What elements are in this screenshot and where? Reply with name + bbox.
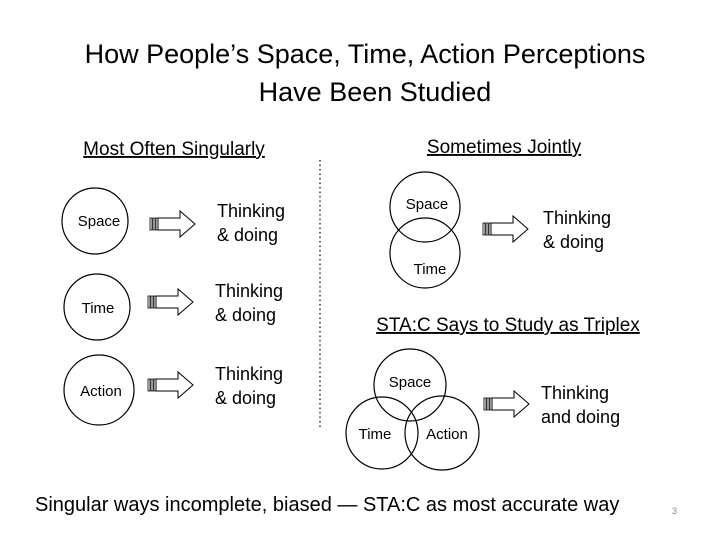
arrow-icon [149, 210, 196, 238]
space-circle [389, 171, 461, 243]
circle-label: Time [359, 426, 392, 443]
output-text: Thinking [217, 201, 285, 221]
output-text: & doing [217, 225, 278, 245]
joint-header: Sometimes Jointly [427, 137, 582, 158]
space-circle [61, 187, 129, 255]
output-text: Thinking [541, 383, 609, 403]
time-circle [345, 396, 419, 470]
output-text: & doing [215, 305, 276, 325]
output-text: Thinking [543, 208, 611, 228]
page-number: 3 [672, 506, 677, 516]
output-text: Thinking [215, 281, 283, 301]
circle-label: Space [406, 196, 449, 213]
action-circle [63, 354, 135, 426]
output-text: & doing [543, 232, 604, 252]
circle-label: Space [389, 374, 432, 391]
output-text: Thinking [215, 364, 283, 384]
left-header: Most Often Singularly [83, 139, 265, 160]
action-circle [404, 395, 480, 471]
time-circle [389, 217, 461, 289]
arrow-icon [483, 390, 530, 418]
arrow-icon [147, 288, 194, 316]
circle-label: Space [78, 213, 121, 230]
circle-label: Action [80, 383, 122, 400]
time-circle [63, 273, 131, 341]
arrow-icon [147, 371, 194, 399]
circle-label: Time [414, 261, 447, 278]
title-line-2: Have Been Studied [259, 77, 492, 107]
arrow-icon [482, 215, 529, 243]
title-line-1: How People’s Space, Time, Action Percept… [85, 39, 646, 69]
footer-text: Singular ways incomplete, biased — STA:C… [35, 494, 619, 516]
circle-label: Action [426, 426, 468, 443]
circle-label: Time [82, 300, 115, 317]
output-text: and doing [541, 407, 620, 427]
output-text: & doing [215, 388, 276, 408]
space-circle [373, 348, 447, 422]
triplex-header: STA:C Says to Study as Triplex [376, 315, 640, 336]
